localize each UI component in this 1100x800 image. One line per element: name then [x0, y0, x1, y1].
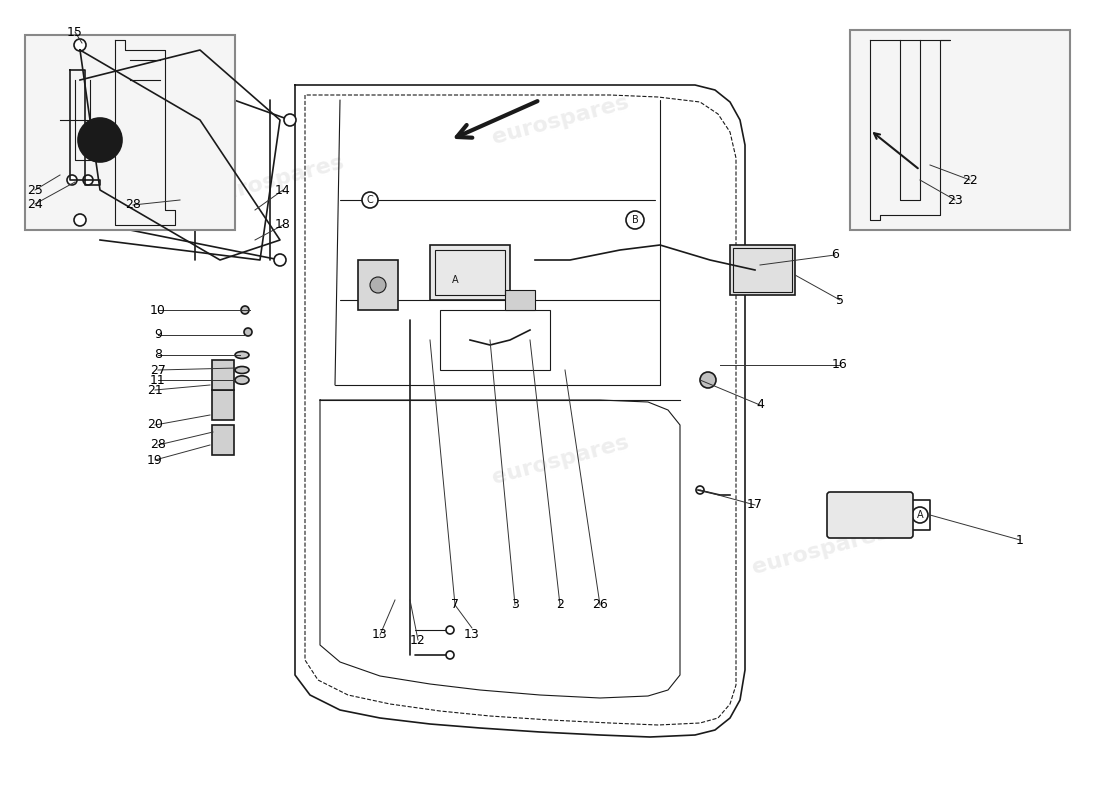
Ellipse shape — [235, 376, 249, 384]
Circle shape — [446, 271, 464, 289]
Text: 15: 15 — [67, 26, 82, 38]
Text: 2: 2 — [557, 598, 564, 611]
Text: 11: 11 — [150, 374, 166, 386]
Text: 1: 1 — [1016, 534, 1024, 546]
Bar — [430, 245, 510, 300]
Circle shape — [85, 125, 116, 155]
Circle shape — [244, 328, 252, 336]
Text: A: A — [916, 510, 923, 520]
Text: 13: 13 — [464, 629, 480, 642]
Circle shape — [82, 175, 94, 185]
Text: 25: 25 — [28, 183, 43, 197]
Circle shape — [241, 306, 249, 314]
Text: A: A — [452, 275, 459, 285]
Text: 28: 28 — [125, 198, 141, 211]
Text: eurospares: eurospares — [490, 432, 630, 488]
Bar — [25, 35, 235, 230]
Text: 22: 22 — [962, 174, 978, 186]
Text: 16: 16 — [832, 358, 848, 371]
Circle shape — [912, 507, 928, 523]
Circle shape — [74, 214, 86, 226]
Text: 23: 23 — [947, 194, 962, 206]
Bar — [730, 245, 795, 295]
Text: C: C — [366, 195, 373, 205]
Bar — [440, 310, 550, 370]
Text: 8: 8 — [154, 349, 162, 362]
FancyBboxPatch shape — [827, 492, 913, 538]
Bar — [212, 425, 234, 455]
Circle shape — [74, 39, 86, 51]
Circle shape — [370, 277, 386, 293]
Text: 4: 4 — [756, 398, 763, 411]
Text: 5: 5 — [836, 294, 844, 306]
Text: 7: 7 — [451, 598, 459, 611]
Bar — [850, 30, 1070, 230]
Circle shape — [446, 626, 454, 634]
Circle shape — [67, 175, 77, 185]
Text: 14: 14 — [275, 183, 290, 197]
Text: 17: 17 — [747, 498, 763, 511]
Circle shape — [274, 254, 286, 266]
Circle shape — [830, 526, 839, 534]
Text: 28: 28 — [150, 438, 166, 451]
Text: B: B — [631, 215, 638, 225]
Text: 21: 21 — [147, 383, 163, 397]
Ellipse shape — [235, 366, 249, 374]
Text: 9: 9 — [154, 329, 162, 342]
Bar — [358, 260, 398, 310]
Circle shape — [362, 192, 378, 208]
Circle shape — [700, 372, 716, 388]
Circle shape — [78, 118, 122, 162]
Text: 10: 10 — [150, 303, 166, 317]
Text: 18: 18 — [275, 218, 290, 231]
Text: 19: 19 — [147, 454, 163, 466]
Text: 26: 26 — [592, 598, 608, 611]
Circle shape — [696, 486, 704, 494]
Bar — [434, 250, 505, 295]
Ellipse shape — [235, 351, 249, 358]
Text: eurospares: eurospares — [749, 522, 891, 578]
Bar — [212, 390, 234, 420]
Bar — [733, 248, 792, 292]
Text: 6: 6 — [832, 249, 839, 262]
Text: eurospares: eurospares — [205, 152, 345, 208]
Text: 3: 3 — [512, 598, 519, 611]
Text: 27: 27 — [150, 363, 166, 377]
Circle shape — [626, 211, 644, 229]
Text: 20: 20 — [147, 418, 163, 431]
Bar — [212, 360, 234, 390]
Circle shape — [284, 114, 296, 126]
Text: 24: 24 — [28, 198, 43, 210]
Circle shape — [446, 651, 454, 659]
Text: 12: 12 — [410, 634, 426, 646]
Text: eurospares: eurospares — [490, 92, 630, 148]
Bar — [505, 290, 535, 310]
Text: 13: 13 — [372, 629, 388, 642]
